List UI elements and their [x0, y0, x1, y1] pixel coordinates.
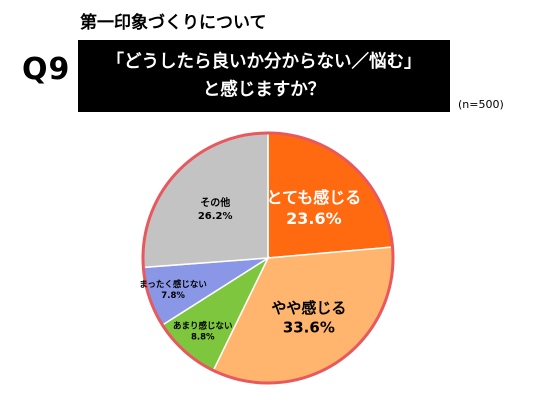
slice-value-4: 7.8% [161, 291, 185, 301]
slice-label-4: まったく感じない [139, 279, 207, 290]
slice-value-3: 8.8% [191, 333, 215, 343]
question-line-1: 「どうしたら良いか分からない／悩む」 [106, 52, 422, 72]
question-box: 「どうしたら良いか分からない／悩む」 と感じますか？ [78, 40, 450, 112]
sample-size: (n=500) [458, 98, 504, 111]
question-line-2: と感じますか？ [202, 80, 326, 100]
slice-value-1: 23.6% [286, 209, 342, 228]
slice-label-2: やや感じる [271, 299, 346, 317]
slice-value-2: 33.6% [283, 318, 335, 336]
slice-label-5: その他 [200, 196, 230, 209]
chart-subtitle: 第一印象づくりについて [80, 13, 267, 33]
question-number: Q9 [22, 52, 71, 87]
slice-label-1: とても感じる [267, 188, 362, 207]
pie-outline [141, 131, 395, 385]
slice-value-5: 26.2% [198, 211, 233, 222]
slice-label-3: あまり感じない [173, 321, 233, 332]
